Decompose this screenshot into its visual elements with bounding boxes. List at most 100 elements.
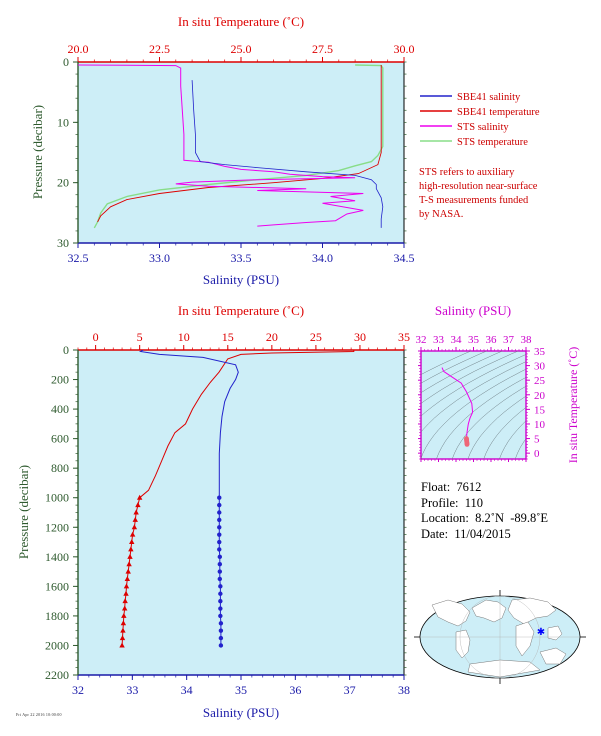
main-pressure-tick-label: 1800 (45, 609, 69, 623)
ts-density-contour (421, 368, 526, 459)
temperature-marker (132, 516, 138, 522)
temperature-marker (120, 620, 127, 626)
ts-density-contour (578, 348, 601, 459)
ts-sal-tick-label: 32 (416, 334, 427, 346)
main-axis-ticks: 0 5 10 15 20 25 30 35 32 33 34 35 36 37 38 0 200 400 600 80… (45, 330, 410, 697)
top-axis-ticks: 20.0 22.5 25.0 27.5 30.0 32.5 33.0 33.5 34.0 34.5… (57, 42, 415, 265)
ts-deep-points (464, 436, 470, 447)
main-temp-tick-label: 20 (266, 330, 278, 344)
legend-label-sbe41-temperature: SBE41 temperature (457, 107, 540, 118)
top-temp-tick-label: 25.0 (231, 42, 252, 56)
top-sal-tick-label: 34.0 (312, 251, 333, 265)
main-profile-markers (119, 494, 224, 648)
salinity-marker (217, 554, 223, 560)
temperature-marker (119, 635, 126, 641)
temperature-marker (136, 494, 143, 500)
top-sbe41-salinity-line (191, 80, 384, 228)
top-plot-area (77, 61, 405, 244)
temperature-marker (126, 561, 132, 567)
main-temp-tick-label: 30 (354, 330, 366, 344)
salinity-marker (217, 547, 222, 552)
top-sal-tick-label: 34.5 (394, 251, 415, 265)
ts-sal-tick-label: 36 (486, 334, 498, 346)
ts-temp-tick-label: 15 (534, 404, 546, 416)
profile-date: Date: 11/04/2015 (421, 526, 511, 541)
main-sal-tick-label: 34 (181, 683, 193, 697)
top-temp-tick-label: 22.5 (149, 42, 170, 56)
ts-temp-axis-title: In situ Temperature (˚C) (566, 347, 580, 464)
top-pressure-tick-label: 30 (57, 236, 69, 250)
main-pressure-tick-label: 200 (51, 373, 69, 387)
ts-density-contour (436, 377, 526, 459)
temperature-marker (122, 598, 128, 604)
salinity-marker (217, 525, 222, 530)
ts-density-contour (421, 351, 519, 404)
main-temp-tick-label: 15 (222, 330, 234, 344)
main-pressure-tick-label: 2000 (45, 638, 69, 652)
main-sal-tick-label: 32 (72, 683, 84, 697)
ts-sal-tick-label: 35 (468, 334, 480, 346)
main-temp-tick-label: 35 (398, 330, 410, 344)
profile-number: Profile: 110 (421, 495, 484, 510)
main-temp-tick-label: 5 (137, 330, 143, 344)
salinity-marker (217, 532, 222, 537)
top-sal-axis-title: Salinity (PSU) (203, 272, 279, 287)
ts-temp-tick-label: 30 (534, 361, 546, 373)
main-sal-axis-title: Salinity (PSU) (203, 705, 279, 720)
main-profile-chart: 0 5 10 15 20 25 30 35 32 33 34 35 36 37 38 0 200 400 600 80… (16, 303, 410, 720)
salinity-marker (218, 613, 223, 619)
ts-density-contour (467, 395, 526, 459)
ts-temp-tick-label: 20 (534, 390, 546, 402)
main-sal-tick-label: 38 (398, 683, 410, 697)
ts-density-contour (514, 438, 526, 459)
main-pressure-tick-label: 1400 (45, 550, 69, 564)
main-plot-area (77, 349, 405, 676)
float-location: Location: 8.2˚N -89.8˚E (421, 511, 549, 525)
sts-note-line: T-S measurements funded (419, 195, 529, 206)
top-pressure-tick-label: 20 (57, 176, 69, 190)
top-pressure-tick-label: 0 (63, 55, 69, 69)
ts-density-contour (421, 351, 504, 394)
salinity-marker (218, 598, 223, 604)
ts-sal-axis-title: Salinity (PSU) (435, 303, 511, 318)
temperature-marker (120, 627, 126, 633)
legend-label-sbe41-salinity: SBE41 salinity (457, 92, 521, 103)
top-sal-tick-label: 33.0 (149, 251, 170, 265)
ts-temp-tick-label: 25 (534, 375, 546, 387)
ts-temp-tick-label: 0 (534, 448, 540, 460)
temperature-marker (121, 605, 128, 611)
salinity-marker (217, 539, 222, 545)
ts-density-contour (421, 351, 488, 384)
ts-sal-tick-label: 38 (521, 334, 533, 346)
main-sal-tick-label: 36 (289, 683, 301, 697)
salinity-marker (217, 510, 222, 515)
temperature-marker (125, 568, 131, 574)
ts-density-contour (483, 407, 526, 459)
salinity-marker (217, 517, 222, 523)
location-world-map: ✱ (414, 590, 586, 684)
float-info: Float: 7612 Profile: 110 Location: 8.2˚N… (421, 480, 548, 542)
main-temp-axis-title: In situ Temperature (˚C) (178, 303, 304, 318)
top-temp-tick-label: 20.0 (68, 42, 89, 56)
float-location-marker: ✱ (537, 627, 545, 638)
main-temp-tick-label: 0 (93, 330, 99, 344)
map-tick-marks (414, 590, 586, 684)
ts-density-contour (421, 354, 526, 417)
sts-note-line: by NASA. (419, 209, 463, 220)
main-pressure-tick-label: 600 (51, 432, 69, 446)
temperature-marker (129, 531, 136, 537)
temperature-marker (135, 502, 141, 508)
main-pressure-tick-label: 1600 (45, 579, 69, 593)
top-sts-salinity-line (78, 64, 364, 227)
salinity-marker (217, 502, 222, 508)
temperature-marker (119, 642, 125, 648)
ts-temp-tick-label: 5 (534, 434, 540, 446)
ts-temp-tick-label: 35 (534, 346, 546, 358)
ts-density-contours (421, 348, 601, 459)
top-profile-chart: 20.0 22.5 25.0 27.5 30.0 32.5 33.0 33.5 34.0 34.5… (30, 14, 415, 287)
main-sal-tick-label: 35 (235, 683, 247, 697)
ts-sal-tick-label: 33 (433, 334, 445, 346)
top-sts-temperature-line (93, 64, 384, 229)
top-sal-tick-label: 33.5 (231, 251, 252, 265)
